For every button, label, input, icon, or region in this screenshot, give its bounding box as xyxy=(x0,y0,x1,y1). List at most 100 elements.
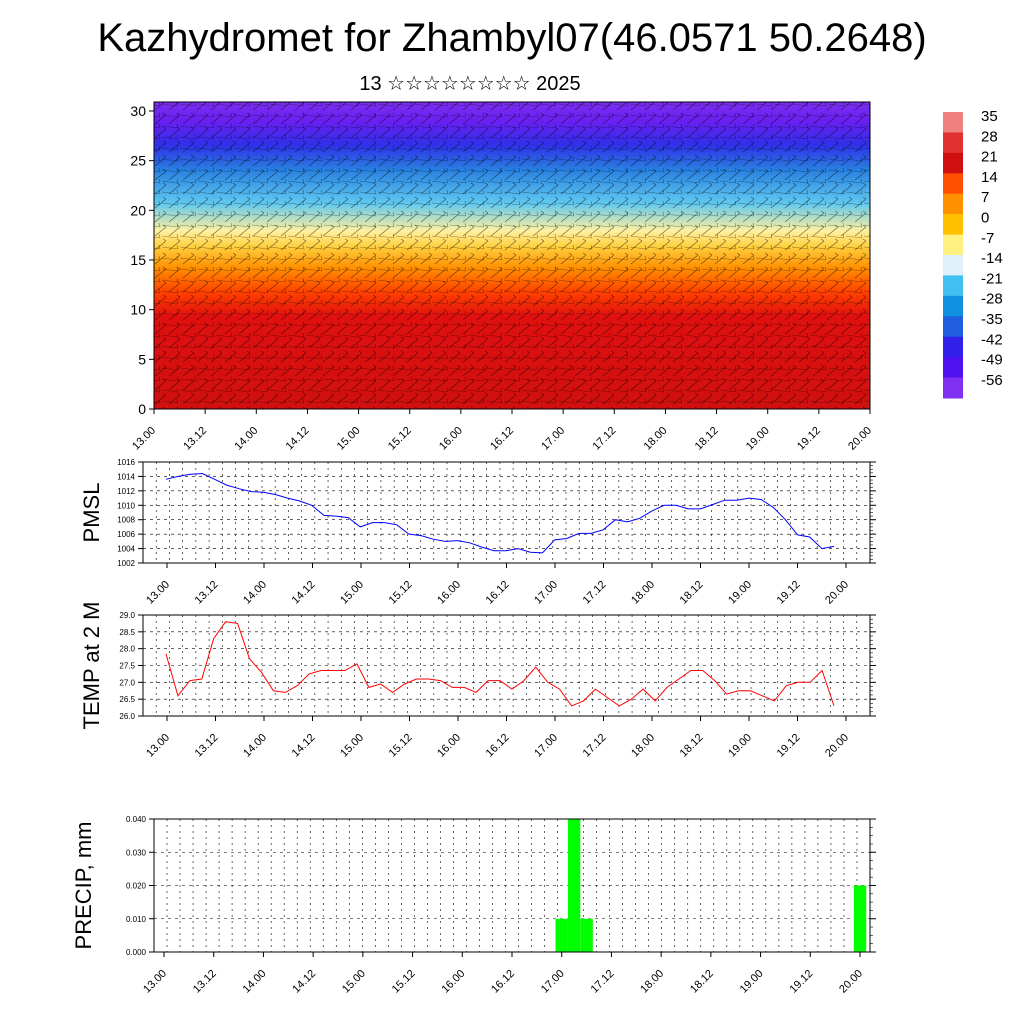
pmsl-y-tick-label: 1008 xyxy=(117,516,135,525)
temp-x-tick-label: 16.00 xyxy=(435,732,463,760)
pmsl-plot-area xyxy=(142,461,871,564)
pmsl-y-tick-label: 1012 xyxy=(117,487,135,496)
colorbar-segment xyxy=(943,214,963,236)
colorbar-label: -21 xyxy=(981,270,1003,287)
colorbar-label: -42 xyxy=(981,331,1003,348)
temp-x-tick-label: 19.00 xyxy=(726,732,754,760)
heatmap-y-tick-label: 15 xyxy=(130,252,146,268)
heatmap-y-tick-label: 10 xyxy=(130,302,146,318)
heatmap-y-tick-label: 30 xyxy=(130,103,146,119)
colorbar-label: -56 xyxy=(981,372,1003,389)
pmsl-x-tick-label: 13.12 xyxy=(193,579,221,607)
pmsl-x-tick-label: 18.12 xyxy=(678,579,706,607)
temp-x-tick-label: 14.00 xyxy=(241,732,269,760)
temp-line xyxy=(165,621,835,707)
wind-barbs-overlay-secondary xyxy=(154,102,870,409)
precip-x-tick-label: 18.00 xyxy=(638,968,666,996)
pmsl-x-tick-label: 14.00 xyxy=(241,579,269,607)
colorbar-segment xyxy=(943,336,963,358)
precip-x-tick-label: 16.12 xyxy=(489,968,517,996)
colorbar-segment xyxy=(943,255,963,276)
colorbar-label: 14 xyxy=(981,169,998,186)
precip-x-tick-label: 13.12 xyxy=(191,968,219,996)
precip-y-axis-label: PRECIP, mm xyxy=(71,822,96,950)
colorbar-label: 0 xyxy=(981,210,989,227)
precip-x-tick-label: 16.00 xyxy=(439,968,467,996)
precip-bar xyxy=(555,918,568,953)
temp-x-tick-label: 18.12 xyxy=(678,732,706,760)
heatmap-x-tick-label: 13.00 xyxy=(130,425,158,453)
pmsl-x-tick-label: 13.00 xyxy=(144,579,172,607)
heatmap-y-tick-label: 20 xyxy=(130,202,146,218)
precip-x-tick-label: 19.00 xyxy=(738,968,766,996)
colorbar-segment xyxy=(943,275,963,297)
pmsl-y-tick-label: 1002 xyxy=(117,559,135,568)
colorbar-segment xyxy=(943,295,963,317)
pmsl-x-tick-label: 15.12 xyxy=(387,579,415,607)
temp-x-tick-label: 19.12 xyxy=(775,732,803,760)
colorbar-segment xyxy=(943,112,963,133)
pmsl-x-tick-label: 14.12 xyxy=(290,579,318,607)
pmsl-x-tick-label: 16.00 xyxy=(435,579,463,607)
precip-x-tick-label: 15.12 xyxy=(390,968,418,996)
precip-x-tick-label: 18.12 xyxy=(688,968,716,996)
temp-x-tick-label: 17.00 xyxy=(532,732,560,760)
pmsl-x-tick-label: 17.12 xyxy=(581,579,609,607)
heatmap-x-tick-label: 19.12 xyxy=(795,425,823,453)
pmsl-y-tick-label: 1006 xyxy=(117,530,135,539)
pmsl-y-tick-label: 1010 xyxy=(117,501,135,510)
colorbar-segment xyxy=(943,173,963,195)
pmsl-y-tick-label: 1004 xyxy=(117,545,135,554)
colorbar-label: 35 xyxy=(981,108,998,125)
precip-x-tick-label: 14.12 xyxy=(290,968,318,996)
heatmap-x-tick-label: 16.12 xyxy=(488,425,516,453)
heatmap-x-tick-label: 20.00 xyxy=(846,425,874,453)
heatmap-x-tick-label: 16.00 xyxy=(437,425,465,453)
heatmap-x-tick-label: 17.12 xyxy=(590,425,618,453)
heatmap-x-tick-label: 14.12 xyxy=(284,425,312,453)
temp-x-tick-label: 17.12 xyxy=(581,732,609,760)
temp-x-tick-label: 13.00 xyxy=(144,732,172,760)
pmsl-x-tick-label: 19.12 xyxy=(775,579,803,607)
temp-x-tick-label: 20.00 xyxy=(823,732,851,760)
heatmap-y-tick-label: 5 xyxy=(138,351,146,367)
heatmap-x-tick-label: 19.00 xyxy=(744,425,772,453)
heatmap-x-tick-label: 18.12 xyxy=(693,425,721,453)
precip-bar xyxy=(853,885,867,952)
temp-y-tick-label: 28.0 xyxy=(119,645,135,654)
colorbar-label: -49 xyxy=(981,352,1003,369)
pmsl-x-tick-label: 17.00 xyxy=(532,579,560,607)
colorbar-segment xyxy=(943,377,963,399)
precip-x-tick-label: 14.00 xyxy=(241,968,269,996)
precip-x-tick-label: 17.12 xyxy=(589,968,617,996)
colorbar-label: -35 xyxy=(981,311,1003,328)
pmsl-x-tick-label: 15.00 xyxy=(338,579,366,607)
colorbar-label: 28 xyxy=(981,128,998,145)
temp-y-axis-label: TEMP at 2 M xyxy=(79,602,104,730)
colorbar-label: -7 xyxy=(981,230,994,247)
colorbar-segment xyxy=(943,193,963,215)
precip-x-tick-label: 20.00 xyxy=(837,968,865,996)
pmsl-x-tick-label: 16.12 xyxy=(484,579,512,607)
precip-y-tick-label: 0.040 xyxy=(126,815,147,824)
temp-x-tick-label: 15.00 xyxy=(338,732,366,760)
precip-y-tick-label: 0.030 xyxy=(126,848,147,857)
colorbar-segment xyxy=(943,316,963,338)
temp-x-tick-label: 15.12 xyxy=(387,732,415,760)
precip-y-tick-label: 0.000 xyxy=(126,948,147,957)
precip-bar xyxy=(580,918,593,953)
temp-y-tick-label: 26.0 xyxy=(119,712,135,721)
heatmap-x-tick-label: 14.00 xyxy=(232,425,260,453)
heatmap-y-tick-label: 0 xyxy=(138,401,146,417)
colorbar-segment xyxy=(943,152,963,174)
pmsl-x-tick-label: 19.00 xyxy=(726,579,754,607)
precip-y-tick-label: 0.010 xyxy=(126,915,147,924)
heatmap-x-tick-label: 13.12 xyxy=(181,425,209,453)
colorbar-label: 7 xyxy=(981,189,989,206)
colorbar-label: 21 xyxy=(981,149,998,166)
heatmap-x-tick-label: 15.00 xyxy=(335,425,363,453)
temp-y-tick-label: 28.5 xyxy=(119,628,135,637)
precip-y-tick-label: 0.020 xyxy=(126,882,147,891)
precip-bar xyxy=(567,819,581,952)
